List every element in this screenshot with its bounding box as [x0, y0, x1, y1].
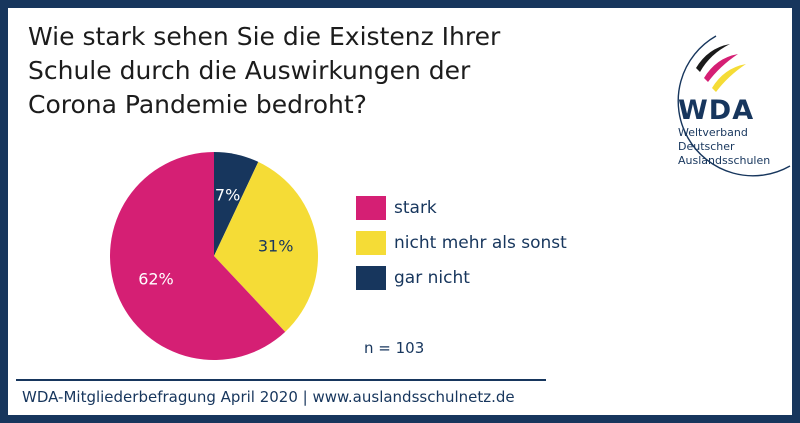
title-line-1: Wie stark sehen Sie die Existenz Ihrer — [28, 22, 501, 51]
footer-source: WDA-Mitgliederbefragung April 2020 | www… — [22, 388, 515, 406]
logo-stripe-red — [704, 54, 738, 82]
legend-label-stark: stark — [394, 198, 437, 218]
logo-text: WDA Weltverband Deutscher Auslandsschule… — [678, 96, 770, 168]
logo-line-2: Deutscher — [678, 140, 735, 153]
legend-swatch-stark — [356, 196, 386, 220]
pie-slice-gar-nicht — [214, 152, 259, 256]
title-line-3: Corona Pandemie bedroht? — [28, 90, 367, 119]
wda-logo-icon — [677, 35, 791, 177]
footer-divider — [16, 379, 546, 381]
pie-slice-nicht-mehr-als-sonst — [214, 161, 318, 332]
chart-legend: stark nicht mehr als sonst gar nicht — [356, 196, 567, 301]
logo-name: WDA — [678, 95, 755, 126]
page-title: Wie stark sehen Sie die Existenz Ihrer S… — [28, 20, 568, 122]
logo-stripe-gold — [712, 64, 746, 92]
legend-item-stark: stark — [356, 196, 567, 220]
logo-stripe-black — [696, 44, 730, 72]
legend-item-nicht-mehr-als-sonst: nicht mehr als sonst — [356, 231, 567, 255]
legend-swatch-gar-nicht — [356, 266, 386, 290]
title-line-2: Schule durch die Auswirkungen der — [28, 56, 471, 85]
legend-label-gar-nicht: gar nicht — [394, 268, 470, 288]
pie-label-nicht-mehr-als-sonst: 31% — [258, 237, 294, 256]
pie-chart: 7% 31% 62% — [110, 152, 318, 360]
pie-slice-stark — [110, 152, 286, 360]
pie-label-stark: 62% — [138, 269, 174, 288]
logo-arc — [677, 35, 791, 177]
logo-line-1: Weltverband — [678, 126, 748, 139]
legend-swatch-nicht-mehr-als-sonst — [356, 231, 386, 255]
sample-size-note: n = 103 — [364, 339, 425, 357]
legend-label-nicht-mehr-als-sonst: nicht mehr als sonst — [394, 233, 567, 253]
logo-line-3: Auslandsschulen — [678, 154, 771, 167]
legend-item-gar-nicht: gar nicht — [356, 266, 567, 290]
pie-label-gar-nicht: 7% — [215, 186, 240, 205]
